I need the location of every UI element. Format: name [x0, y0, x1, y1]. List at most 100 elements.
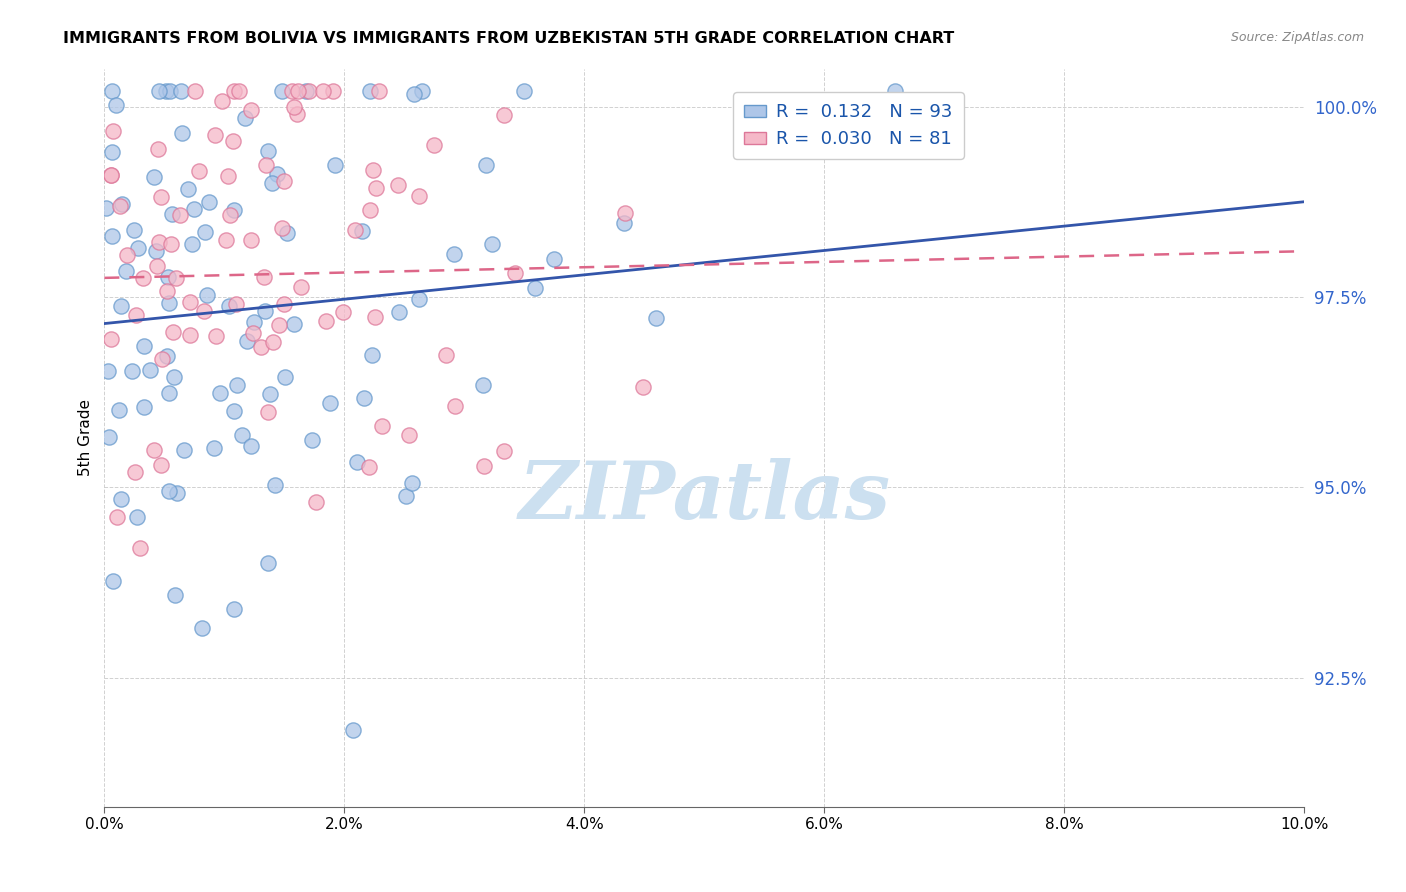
- Point: [290, 279, 312, 293]
- Point: [398, 428, 420, 442]
- Point: [170, 84, 193, 98]
- Point: [121, 364, 143, 378]
- Point: [298, 84, 321, 98]
- Point: [524, 281, 547, 295]
- Point: [105, 98, 128, 112]
- Point: [273, 297, 295, 311]
- Text: Source: ZipAtlas.com: Source: ZipAtlas.com: [1230, 31, 1364, 45]
- Point: [273, 174, 295, 188]
- Point: [155, 84, 177, 98]
- Point: [492, 443, 515, 458]
- Point: [222, 202, 245, 217]
- Point: [122, 222, 145, 236]
- Point: [319, 396, 342, 410]
- Point: [97, 364, 120, 378]
- Point: [408, 189, 430, 203]
- Point: [103, 124, 125, 138]
- Point: [169, 208, 191, 222]
- Point: [257, 405, 280, 419]
- Point: [180, 236, 202, 251]
- Point: [134, 339, 156, 353]
- Point: [266, 167, 288, 181]
- Point: [259, 387, 281, 401]
- Point: [94, 201, 117, 215]
- Point: [280, 84, 302, 98]
- Point: [100, 168, 122, 182]
- Point: [222, 84, 245, 98]
- Point: [209, 386, 232, 401]
- Point: [139, 363, 162, 377]
- Point: [198, 194, 221, 209]
- Point: [236, 334, 259, 349]
- Point: [287, 106, 309, 120]
- Point: [472, 377, 495, 392]
- Point: [287, 84, 309, 98]
- Point: [475, 158, 498, 172]
- Point: [157, 386, 180, 401]
- Point: [105, 509, 128, 524]
- Point: [371, 419, 394, 434]
- Point: [222, 404, 245, 418]
- Point: [124, 465, 146, 479]
- Point: [283, 317, 305, 331]
- Point: [156, 270, 179, 285]
- Point: [254, 158, 277, 172]
- Point: [179, 328, 201, 343]
- Point: [165, 270, 187, 285]
- Point: [361, 348, 384, 362]
- Point: [301, 433, 323, 447]
- Point: [101, 574, 124, 589]
- Point: [115, 247, 138, 261]
- Point: [115, 263, 138, 277]
- Point: [274, 369, 297, 384]
- Point: [434, 348, 457, 362]
- Point: [100, 229, 122, 244]
- Point: [422, 137, 444, 152]
- Point: [165, 588, 187, 602]
- Point: [350, 224, 373, 238]
- Point: [100, 169, 122, 183]
- Point: [364, 180, 387, 194]
- Point: [146, 260, 169, 274]
- Point: [222, 134, 245, 148]
- Point: [218, 208, 240, 222]
- Point: [108, 403, 131, 417]
- Point: [228, 84, 250, 98]
- Point: [253, 303, 276, 318]
- Point: [481, 237, 503, 252]
- Point: [364, 310, 387, 325]
- Point: [387, 178, 409, 192]
- Point: [323, 158, 346, 172]
- Point: [368, 84, 391, 98]
- Point: [361, 162, 384, 177]
- Point: [443, 247, 465, 261]
- Point: [411, 84, 433, 98]
- Point: [204, 128, 226, 143]
- Point: [173, 443, 195, 458]
- Point: [401, 475, 423, 490]
- Point: [257, 144, 280, 158]
- Point: [233, 112, 256, 126]
- Point: [614, 206, 637, 220]
- Point: [110, 299, 132, 313]
- Point: [217, 169, 239, 184]
- Point: [613, 216, 636, 230]
- Point: [148, 235, 170, 249]
- Point: [125, 309, 148, 323]
- Point: [145, 244, 167, 258]
- Legend: R =  0.132   N = 93, R =  0.030   N = 81: R = 0.132 N = 93, R = 0.030 N = 81: [733, 92, 963, 159]
- Point: [172, 126, 194, 140]
- Point: [343, 223, 366, 237]
- Point: [260, 176, 283, 190]
- Point: [162, 369, 184, 384]
- Point: [159, 84, 181, 98]
- Point: [359, 202, 381, 217]
- Point: [315, 314, 337, 328]
- Point: [250, 340, 273, 354]
- Point: [513, 84, 536, 98]
- Point: [264, 477, 287, 491]
- Point: [157, 296, 180, 310]
- Point: [162, 206, 184, 220]
- Point: [322, 84, 344, 98]
- Point: [143, 169, 166, 184]
